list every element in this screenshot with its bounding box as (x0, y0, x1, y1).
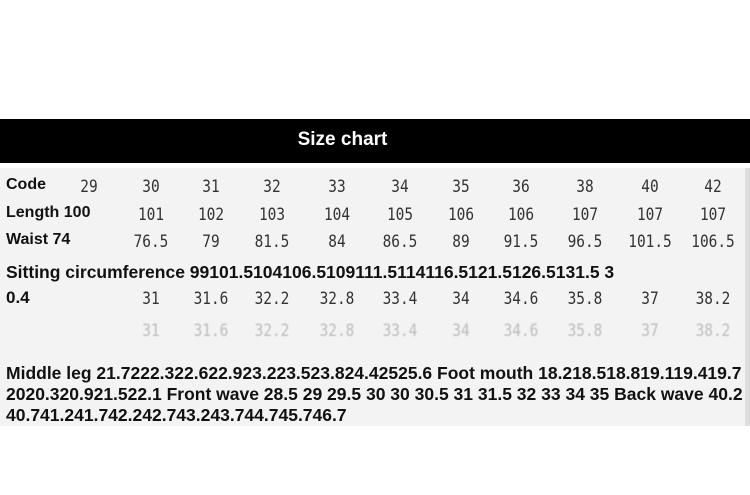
measurement-paragraph: Middle leg 21.7222.322.622.923.223.523.8… (6, 363, 743, 425)
row-label: Code (6, 176, 46, 193)
table-cell: 107 (636, 205, 664, 225)
table-cell: 34.6 (503, 321, 539, 341)
table-cell: 84 (328, 232, 346, 252)
table-cell: 81.5 (254, 232, 290, 252)
table-cell: 106 (447, 205, 475, 225)
row-first-value: 100 (63, 204, 91, 221)
table-cell: 102 (197, 205, 225, 225)
table-cell: 31 (142, 289, 160, 309)
table-cell: 33.4 (382, 321, 418, 341)
table-cell: 104 (323, 205, 351, 225)
table-cell: 107 (571, 205, 599, 225)
ghost-row: 31 31.6 32.2 32.8 33.4 34 34.6 35.8 37 38.2 (0, 320, 750, 346)
table-cell: 101 (137, 205, 165, 225)
table-cell: 35 (452, 177, 470, 197)
table-cell: 38.2 (695, 289, 731, 309)
title-band: Size chart (0, 119, 750, 163)
row-first-value: 74 (52, 231, 71, 248)
table-cell: 32.2 (254, 289, 290, 309)
table-cell: 101.5 (628, 232, 672, 252)
table-cell: 37 (641, 289, 659, 309)
table-cell: 38 (576, 177, 594, 197)
table-cell: 32 (263, 177, 281, 197)
table-cell: 31.6 (193, 321, 229, 341)
table-row-waist: Waist 74 76.5 79 81.5 84 86.5 89 91.5 96.5 101.5… (0, 231, 750, 257)
table-cell: 31.6 (193, 289, 229, 309)
table-cell: 34 (391, 177, 409, 197)
sitting-circumference-row: Sitting circumference 99101.5104106.5109… (0, 262, 750, 288)
table-cell: 34 (452, 289, 470, 309)
table-cell: 38.2 (695, 321, 731, 341)
table-cell: 31 (202, 177, 220, 197)
table-cell: 35.8 (567, 289, 603, 309)
row-label: Waist 74 (6, 231, 71, 248)
table-cell: 89 (452, 232, 470, 252)
table-cell: 29 (80, 177, 98, 197)
table-cell: 79 (202, 232, 220, 252)
thigh-row: 0.4 31 31.6 32.2 32.8 33.4 34 34.6 35.8 37 38.2 (0, 288, 750, 314)
table-cell: 32.8 (319, 289, 355, 309)
sitting-line: Sitting circumference 99101.5104106.5109… (6, 262, 615, 282)
table-cell: 86.5 (382, 232, 418, 252)
chart-title: Size chart (297, 129, 388, 150)
table-cell: 33 (328, 177, 346, 197)
table-cell: 42 (704, 177, 722, 197)
table-cell: 37 (641, 321, 659, 341)
table-cell: 33.4 (382, 289, 418, 309)
table-cell: 96.5 (567, 232, 603, 252)
table-cell: 107 (699, 205, 727, 225)
table-cell: 106.5 (691, 232, 735, 252)
table-cell: 106 (507, 205, 535, 225)
row-label: Length 100 (6, 204, 91, 221)
table-cell: 34 (452, 321, 470, 341)
table-cell: 32.8 (319, 321, 355, 341)
table-cell: 30 (142, 177, 160, 197)
table-cell: 32.2 (254, 321, 290, 341)
table-cell: 76.5 (133, 232, 169, 252)
size-table: Code 29 30 31 32 33 34 35 36 38 40 42 Length 100 1… (0, 168, 750, 426)
table-cell: 105 (386, 205, 414, 225)
table-row-code: Code 29 30 31 32 33 34 35 36 38 40 42 (0, 176, 750, 202)
table-cell: 91.5 (503, 232, 539, 252)
table-cell: 31 (142, 321, 160, 341)
table-cell: 103 (258, 205, 286, 225)
table-cell: 40 (641, 177, 659, 197)
table-cell: 35.8 (567, 321, 603, 341)
table-cell: 36 (512, 177, 530, 197)
table-row-length: Length 100 101 102 103 104 105 106 106 107 107 10… (0, 204, 750, 230)
table-cell: 34.6 (503, 289, 539, 309)
sitting-wrap: 0.4 (6, 288, 30, 307)
edge-strip (745, 168, 750, 426)
